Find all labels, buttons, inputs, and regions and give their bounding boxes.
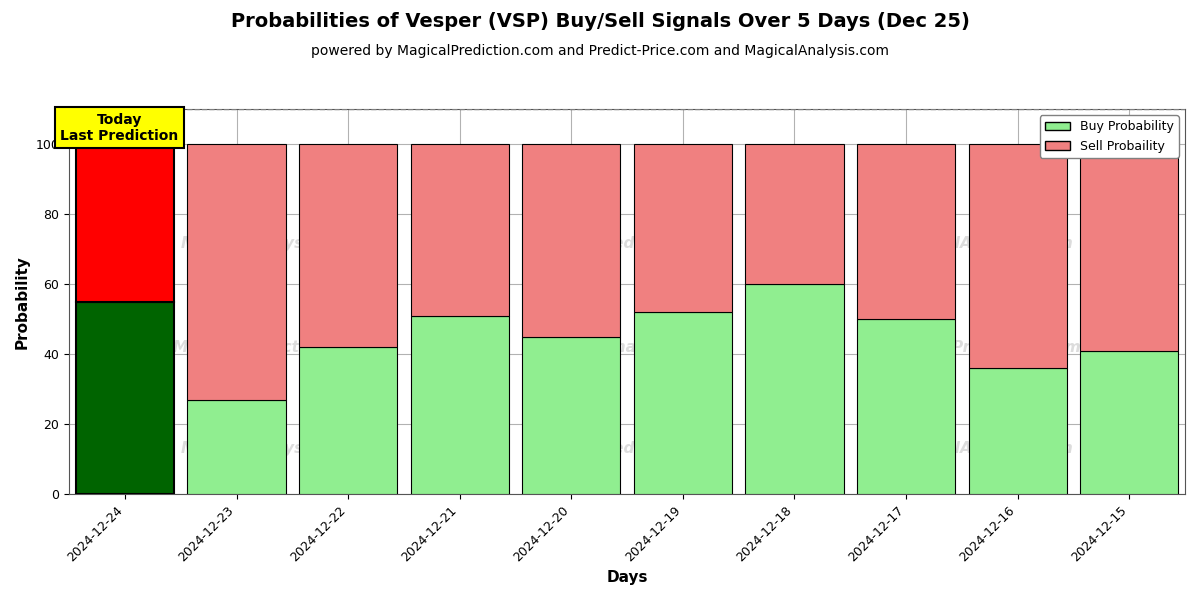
Bar (968, 368, 1067, 494)
Text: MagicalPrediction.com: MagicalPrediction.com (887, 340, 1081, 355)
Bar (745, 144, 844, 284)
Bar (410, 144, 509, 316)
Text: MagicalPrediction.com: MagicalPrediction.com (173, 340, 367, 355)
Text: MagicalPrediction.com: MagicalPrediction.com (529, 440, 725, 455)
Text: MagicalAnalysis.com: MagicalAnalysis.com (181, 236, 359, 251)
Bar (1080, 351, 1178, 494)
Text: MagicalAnalysis.com: MagicalAnalysis.com (895, 440, 1074, 455)
Bar (1080, 144, 1178, 351)
Bar (299, 347, 397, 494)
Bar (187, 400, 286, 494)
Bar (745, 284, 844, 494)
Y-axis label: Probability: Probability (16, 255, 30, 349)
Bar (76, 302, 174, 494)
Bar (522, 144, 620, 337)
Bar (299, 144, 397, 347)
Bar (76, 144, 174, 302)
Bar (634, 312, 732, 494)
Bar (522, 337, 620, 494)
Bar (634, 144, 732, 312)
Bar (857, 319, 955, 494)
Bar (187, 144, 286, 400)
Text: powered by MagicalPrediction.com and Predict-Price.com and MagicalAnalysis.com: powered by MagicalPrediction.com and Pre… (311, 44, 889, 58)
Text: MagicalAnalysis.com: MagicalAnalysis.com (895, 236, 1074, 251)
Legend: Buy Probability, Sell Probaility: Buy Probability, Sell Probaility (1040, 115, 1178, 158)
Bar (410, 316, 509, 494)
Bar (968, 144, 1067, 368)
Text: Today
Last Prediction: Today Last Prediction (60, 113, 179, 143)
Text: MagicalAnalysis.com: MagicalAnalysis.com (538, 340, 716, 355)
Text: MagicalAnalysis.com: MagicalAnalysis.com (181, 440, 359, 455)
Text: Probabilities of Vesper (VSP) Buy/Sell Signals Over 5 Days (Dec 25): Probabilities of Vesper (VSP) Buy/Sell S… (230, 12, 970, 31)
X-axis label: Days: Days (606, 570, 648, 585)
Text: MagicalPrediction.com: MagicalPrediction.com (529, 236, 725, 251)
Bar (857, 144, 955, 319)
